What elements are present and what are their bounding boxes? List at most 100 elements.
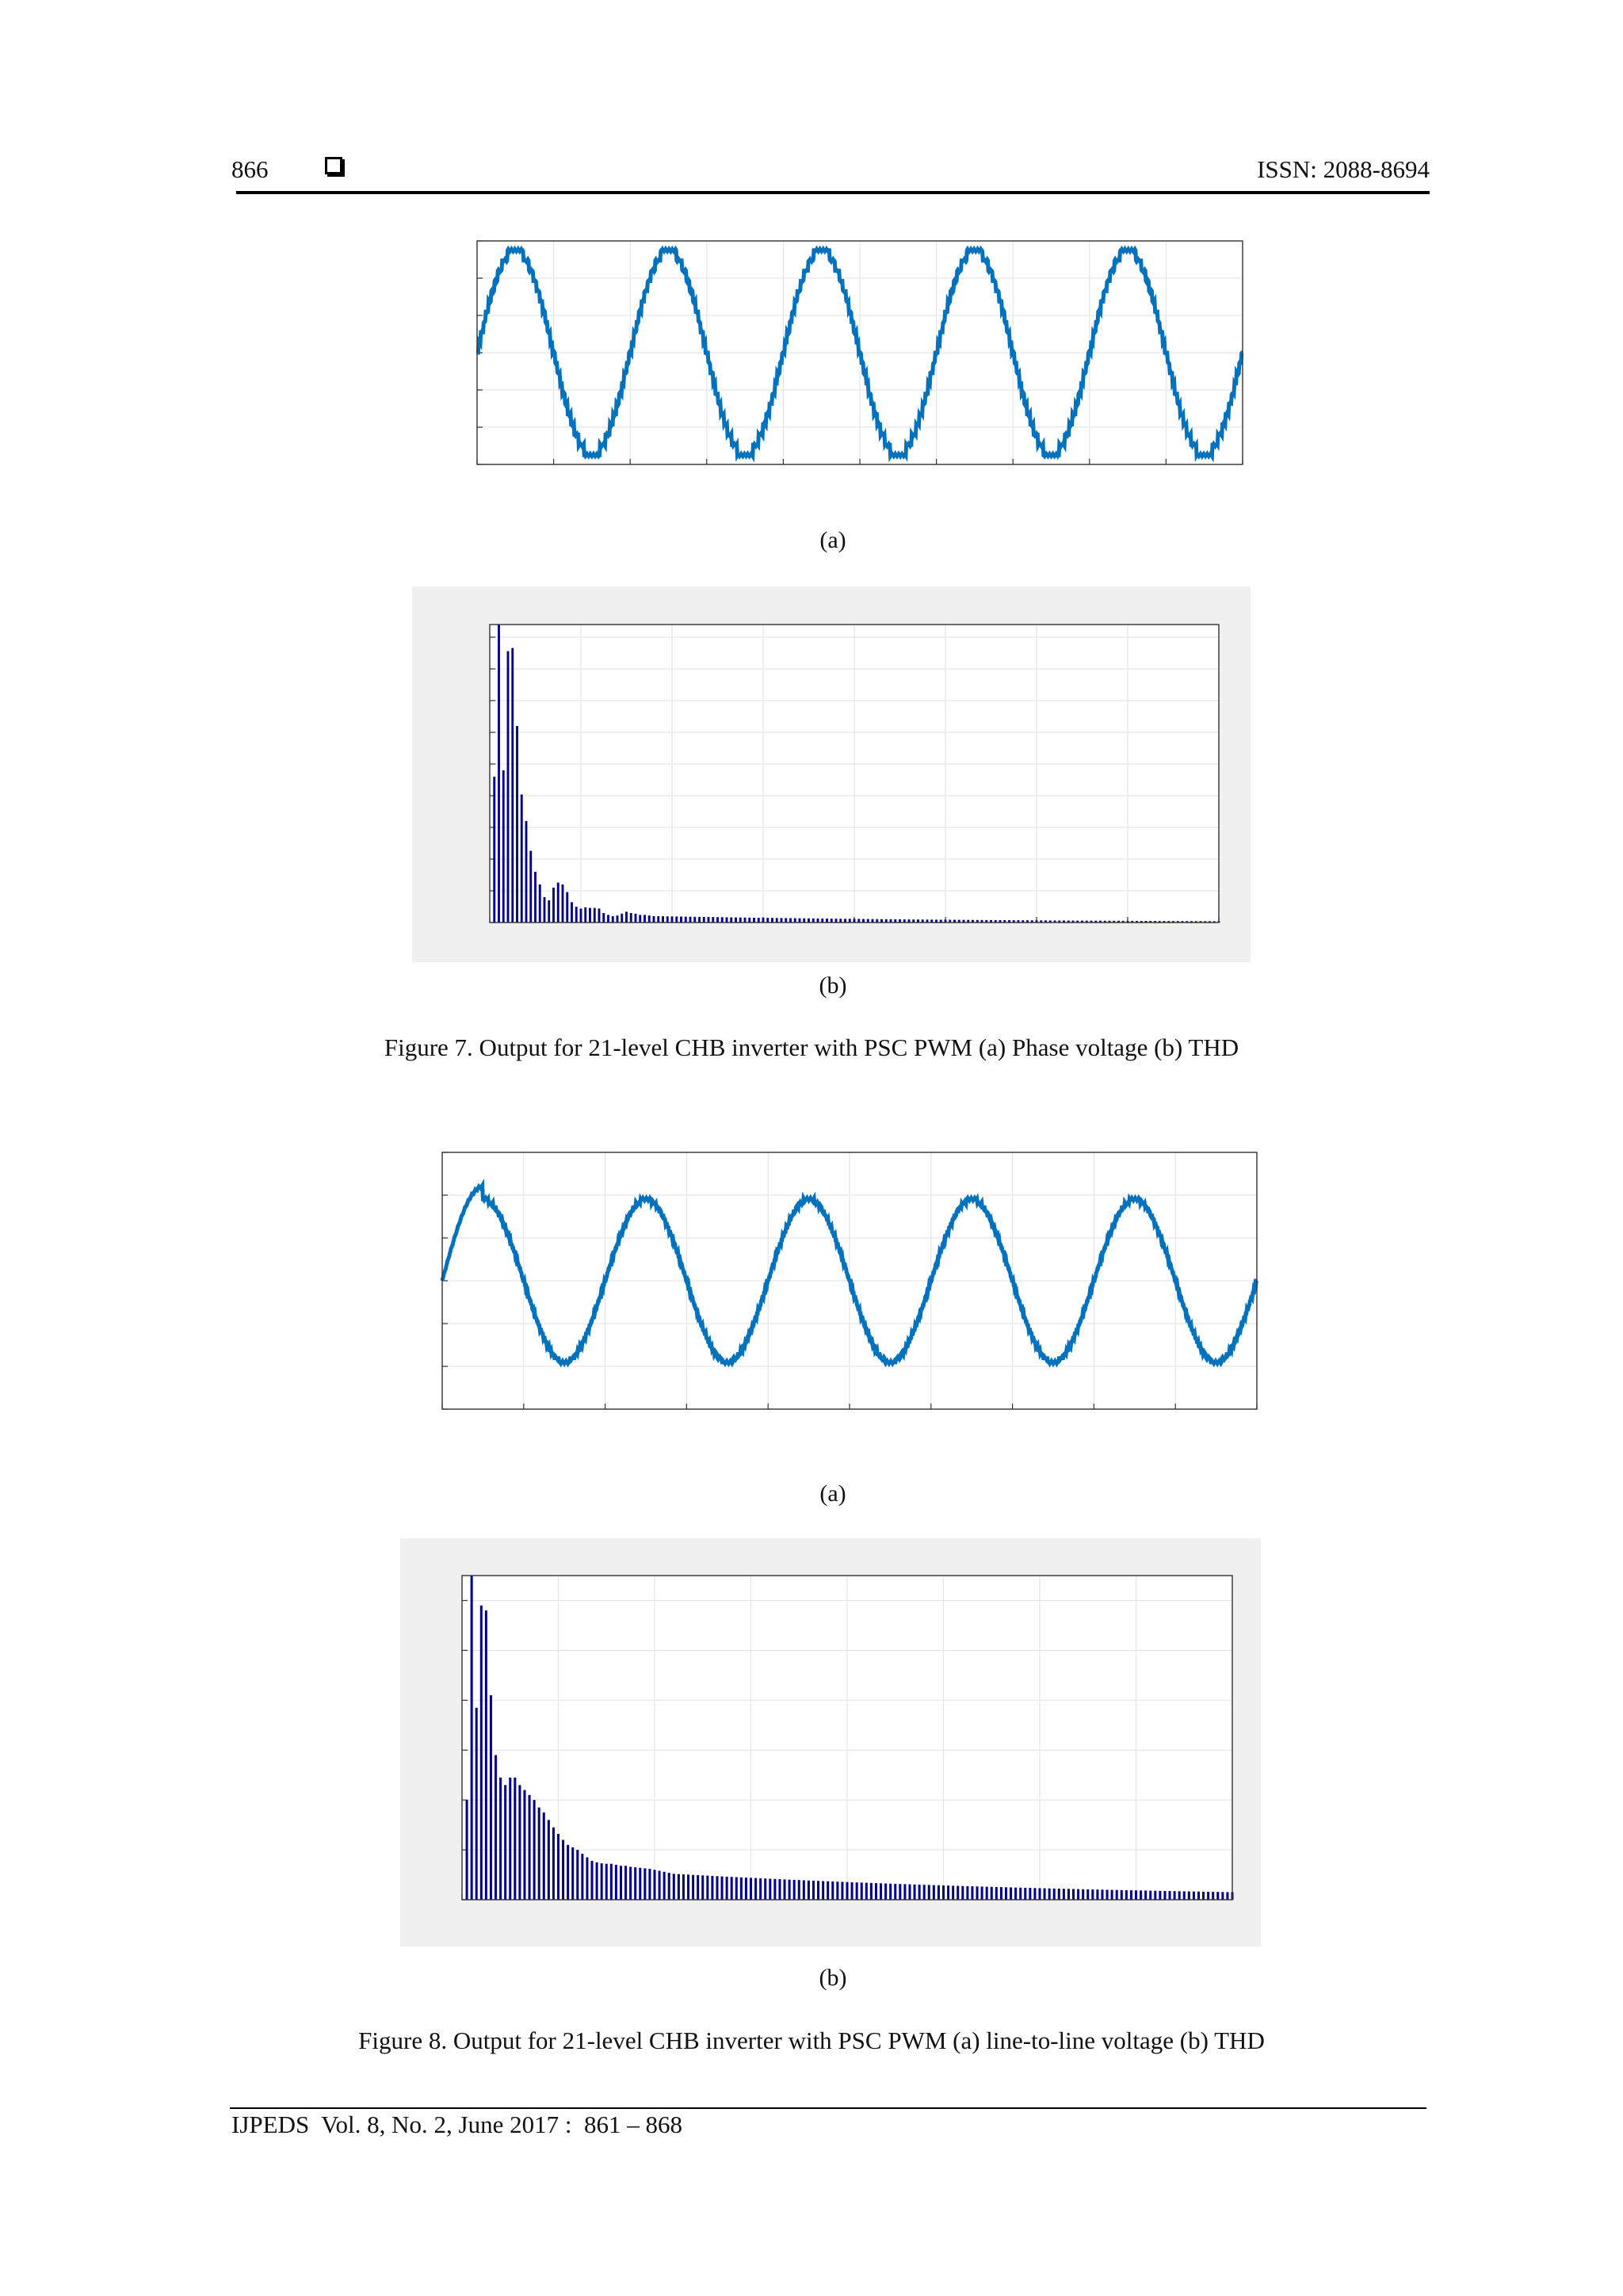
harmonic-bar xyxy=(1108,920,1111,923)
harmonic-bar xyxy=(1044,920,1047,923)
harmonic-bar xyxy=(1192,1891,1195,1900)
harmonic-bar xyxy=(698,916,701,923)
harmonic-bar xyxy=(903,919,906,923)
harmonic-bar xyxy=(743,917,747,923)
harmonic-bar xyxy=(862,919,865,923)
harmonic-bar xyxy=(548,900,551,923)
harmonic-bar xyxy=(848,919,851,923)
harmonic-bar xyxy=(1077,1889,1080,1900)
harmonic-bar xyxy=(1115,1889,1118,1900)
harmonic-bar xyxy=(798,918,801,923)
harmonic-bar xyxy=(985,919,988,923)
harmonic-bar xyxy=(866,919,869,923)
harmonic-bar xyxy=(1030,920,1033,923)
harmonic-bar xyxy=(789,918,792,923)
harmonic-bar xyxy=(739,1877,743,1900)
harmonic-bar xyxy=(509,1777,512,1900)
figure-8b-label: (b) xyxy=(819,1965,847,1991)
harmonic-bar xyxy=(1144,1890,1148,1900)
harmonic-bar xyxy=(712,917,715,923)
harmonic-bar xyxy=(769,1878,772,1900)
harmonic-bar xyxy=(1163,1890,1167,1900)
harmonic-bar xyxy=(961,1885,964,1900)
harmonic-bar xyxy=(1063,920,1065,923)
harmonic-bar xyxy=(534,872,537,923)
harmonic-bar xyxy=(1110,1889,1113,1900)
harmonic-bar xyxy=(980,919,983,923)
harmonic-bar xyxy=(780,918,783,923)
harmonic-bar xyxy=(1212,921,1216,923)
harmonic-bar xyxy=(680,916,682,923)
axes-box xyxy=(476,240,1243,465)
harmonic-bar xyxy=(846,1881,849,1900)
harmonic-bar xyxy=(1129,1890,1132,1900)
harmonic-bar xyxy=(493,777,496,923)
harmonic-bar xyxy=(1190,921,1193,923)
harmonic-bar xyxy=(1086,1889,1090,1900)
harmonic-bar xyxy=(693,916,697,923)
harmonic-bar xyxy=(1182,1891,1186,1900)
harmonic-bar xyxy=(575,907,578,923)
harmonic-bar xyxy=(1121,920,1125,923)
harmonic-bar xyxy=(869,1882,873,1900)
harmonic-bar xyxy=(1168,1891,1171,1900)
harmonic-bar xyxy=(927,1885,930,1900)
harmonic-bar xyxy=(1158,921,1161,923)
harmonic-bar xyxy=(579,908,582,923)
harmonic-bar xyxy=(1019,1887,1022,1900)
harmonic-bar xyxy=(788,1879,791,1900)
harmonic-bar xyxy=(625,911,628,923)
harmonic-bar xyxy=(1029,1888,1032,1900)
harmonic-bar xyxy=(725,1876,728,1900)
harmonic-bar xyxy=(807,1880,810,1900)
harmonic-bar xyxy=(1154,1890,1157,1900)
harmonic-bar xyxy=(971,1886,974,1900)
harmonic-bar xyxy=(860,1882,863,1900)
harmonic-bar xyxy=(1010,1887,1013,1900)
figure-8a-chart xyxy=(440,1152,1258,1410)
harmonic-bar xyxy=(506,651,510,923)
harmonic-bar xyxy=(735,917,737,923)
harmonic-bar xyxy=(1126,920,1129,923)
harmonic-bar xyxy=(706,1875,709,1900)
harmonic-bar xyxy=(1038,1888,1041,1900)
harmonic-bar xyxy=(689,916,692,923)
harmonic-bar xyxy=(600,1863,603,1900)
harmonic-bar xyxy=(648,1868,651,1900)
harmonic-bar xyxy=(593,907,596,923)
harmonic-bar xyxy=(1004,1887,1007,1900)
harmonic-bar xyxy=(576,1850,579,1900)
harmonic-bar xyxy=(812,1880,815,1900)
harmonic-bar xyxy=(773,1878,777,1900)
harmonic-bar xyxy=(1040,920,1043,923)
harmonic-bar xyxy=(778,1879,781,1900)
harmonic-bar xyxy=(957,919,960,923)
harmonic-bar xyxy=(653,1870,656,1900)
harmonic-bar xyxy=(1076,920,1079,923)
harmonic-bar xyxy=(1072,1889,1075,1900)
harmonic-bar xyxy=(939,919,942,923)
harmonic-bar xyxy=(754,1878,758,1900)
harmonic-bar xyxy=(1094,920,1098,923)
harmonic-bar xyxy=(624,1866,628,1900)
harmonic-bar xyxy=(1090,920,1093,923)
harmonic-bar xyxy=(586,1857,589,1900)
harmonic-bar xyxy=(1207,1891,1210,1900)
harmonic-bar xyxy=(812,918,815,923)
harmonic-bar xyxy=(562,1839,565,1900)
harmonic-bar xyxy=(1131,920,1134,923)
harmonic-bar xyxy=(922,1885,926,1900)
harmonic-bar xyxy=(748,917,751,923)
harmonic-bar xyxy=(552,1827,555,1900)
harmonic-bar xyxy=(871,919,874,923)
harmonic-bar xyxy=(1194,921,1197,923)
harmonic-bar xyxy=(1012,920,1015,923)
harmonic-bar xyxy=(581,1854,584,1900)
harmonic-bar xyxy=(976,1886,979,1900)
harmonic-bar xyxy=(1062,1889,1065,1900)
harmonic-bar xyxy=(844,919,846,923)
harmonic-bar xyxy=(1071,920,1075,923)
harmonic-bar xyxy=(817,1881,820,1900)
harmonic-bar xyxy=(1082,1889,1085,1900)
harmonic-bar xyxy=(1134,1890,1138,1900)
